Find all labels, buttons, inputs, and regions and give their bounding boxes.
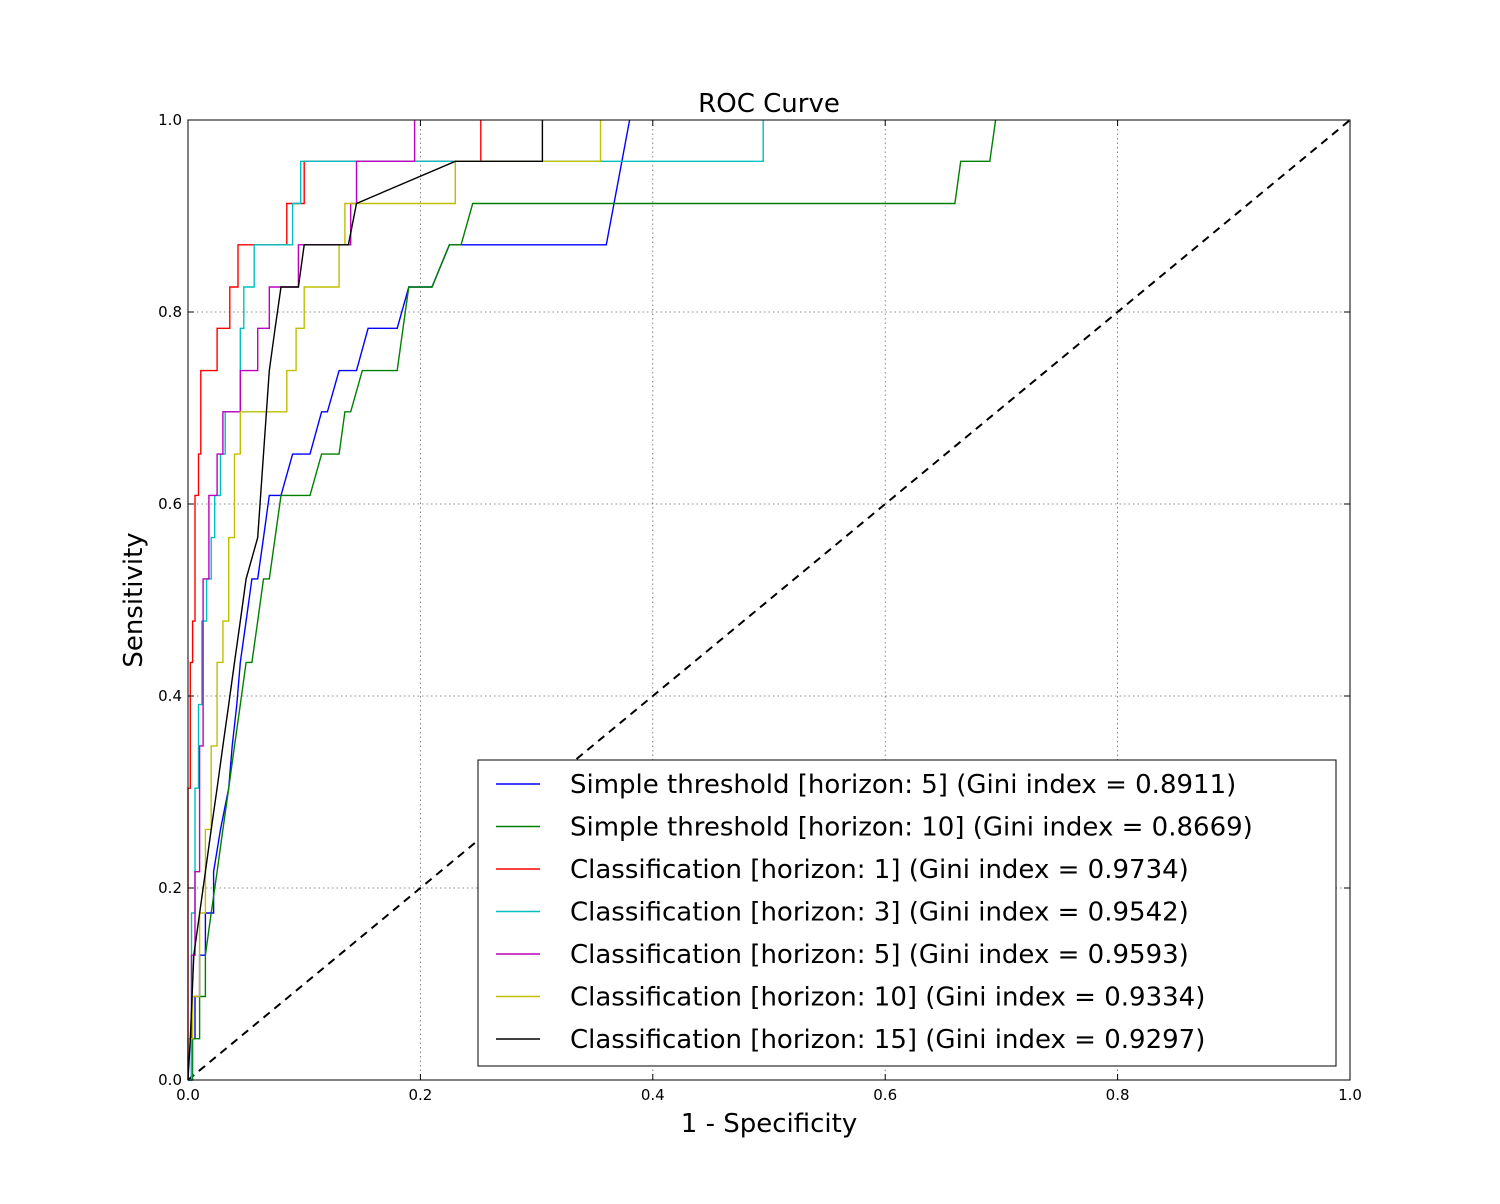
legend-label: Classification [horizon: 3] (Gini index … [570, 898, 1189, 928]
x-axis-title: 1 - Specificity [681, 1109, 857, 1139]
x-tick-label: 0.4 [641, 1086, 665, 1104]
legend: Simple threshold [horizon: 5] (Gini inde… [477, 759, 1337, 1067]
y-tick-label: 0.6 [158, 495, 182, 513]
roc-series-line-7 [187, 120, 544, 1081]
chart-title: ROC Curve [698, 89, 840, 119]
y-tick-label: 1.0 [158, 111, 182, 129]
legend-label: Classification [horizon: 15] (Gini index… [570, 1025, 1205, 1055]
series-layer [187, 119, 997, 1081]
y-tick-label: 0.0 [158, 1071, 182, 1089]
y-tick-label: 0.4 [158, 687, 182, 705]
y-tick-label: 0.2 [158, 879, 182, 897]
roc-series-line-5 [187, 120, 416, 1080]
legend-label: Classification [horizon: 1] (Gini index … [570, 855, 1189, 885]
x-tick-label: 0.0 [176, 1086, 200, 1104]
x-tick-label: 0.2 [408, 1086, 432, 1104]
legend-box [477, 759, 1337, 1067]
y-axis-title: Sensitivity [119, 532, 149, 667]
x-tick-label: 0.6 [873, 1086, 897, 1104]
y-tick-label: 0.8 [158, 303, 182, 321]
legend-label: Simple threshold [horizon: 10] (Gini ind… [570, 813, 1253, 843]
x-tick-label: 1.0 [1338, 1086, 1362, 1104]
x-tick-label: 0.8 [1106, 1086, 1130, 1104]
legend-label: Simple threshold [horizon: 5] (Gini inde… [570, 770, 1236, 800]
legend-label: Classification [horizon: 5] (Gini index … [570, 940, 1189, 970]
legend-label: Classification [horizon: 10] (Gini index… [570, 983, 1205, 1013]
roc-series-line-2 [188, 119, 997, 1081]
plot-area-frame [187, 119, 1351, 1081]
ticks: 0.0 0.2 0.4 0.6 0.8 1.0 0.0 0.2 0.4 0.6 0.8 1.0 [158, 111, 1362, 1104]
roc-series-line-4 [188, 120, 764, 1081]
